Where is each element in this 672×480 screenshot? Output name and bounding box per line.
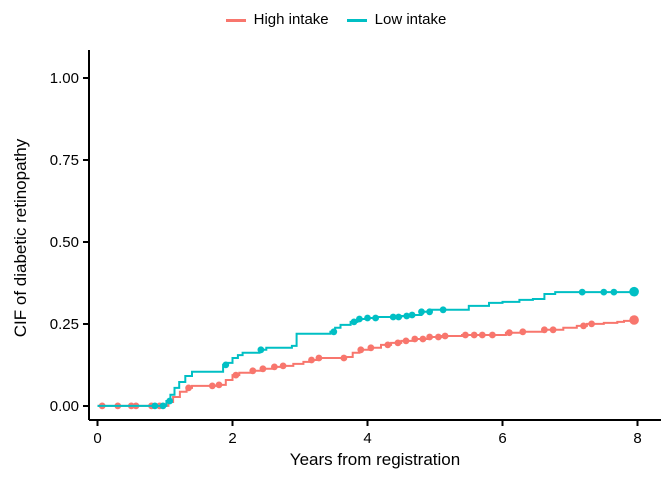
censor-mark-low-intake [418,308,425,316]
censor-mark-low-intake [151,402,159,410]
x-tick-label: 2 [228,430,236,447]
censor-mark-high-intake [367,344,375,352]
x-tick-label: 4 [363,430,371,447]
censor-mark-low-intake [578,288,586,296]
censor-mark-low-intake [408,311,416,319]
censor-mark-low-intake [600,288,608,296]
x-axis-title: Years from registration [289,450,461,469]
x-tick-label: 8 [633,430,641,447]
legend-key-line-high-intake [225,18,246,22]
censor-mark-low-intake [159,402,167,410]
censor-mark-low-intake [372,314,379,322]
censor-mark-high-intake [411,335,419,343]
censor-mark-low-intake [356,315,363,323]
censor-mark-high-intake [441,332,449,340]
legend-key-line-low-intake [346,18,367,22]
censor-mark-high-intake [279,362,287,370]
chart-legend: High intake Low intake [0,9,672,31]
censor-mark-low-intake [257,346,265,354]
censor-mark-low-intake [426,308,433,316]
censor-mark-high-intake [549,326,557,334]
end-marker-high-intake [629,315,639,325]
censor-mark-high-intake [215,381,223,389]
censor-mark-high-intake [435,333,442,341]
censor-mark-high-intake [470,331,478,339]
censor-mark-high-intake [489,331,496,339]
censor-mark-high-intake [478,331,486,339]
censor-mark-high-intake [419,335,427,343]
y-tick-label: 0.50 [50,234,79,251]
censor-mark-high-intake [402,337,410,345]
censor-mark-low-intake [166,397,174,405]
censor-mark-high-intake [315,354,323,362]
y-tick-label: 0.00 [50,398,79,415]
censor-mark-high-intake [232,371,240,379]
censor-mark-low-intake [222,361,230,369]
censor-mark-high-intake [271,363,278,371]
censor-mark-high-intake [357,346,365,354]
censor-mark-high-intake [505,329,513,337]
end-marker-low-intake [629,286,639,297]
censor-mark-high-intake [394,339,402,347]
legend-label-low-intake: Low intake [374,11,447,28]
censor-mark-high-intake [308,356,315,364]
x-tick-label: 6 [498,430,506,447]
x-tick-label: 0 [93,430,101,447]
censor-mark-high-intake [588,320,595,328]
censor-mark-low-intake [395,313,402,321]
legend-item-high-intake: High intake [225,9,329,31]
censor-mark-high-intake [384,341,392,349]
censor-mark-high-intake [208,382,216,390]
legend-label-high-intake: High intake [253,11,329,28]
censor-mark-high-intake [259,365,267,373]
censor-mark-high-intake [340,354,348,362]
censor-mark-high-intake [580,322,587,330]
censor-mark-high-intake [519,328,527,336]
censor-mark-high-intake [462,331,469,339]
censor-mark-low-intake [330,328,338,336]
censor-mark-high-intake [185,384,193,392]
censor-mark-high-intake [541,326,548,334]
censor-mark-low-intake [439,306,447,314]
censor-mark-low-intake [350,318,358,326]
censor-mark-low-intake [389,313,397,321]
y-tick-label: 0.25 [50,316,79,333]
censor-mark-low-intake [610,288,618,296]
y-tick-label: 0.75 [50,152,79,169]
censor-mark-high-intake [426,333,433,341]
censor-mark-low-intake [403,312,411,320]
censor-mark-high-intake [249,367,257,375]
y-tick-label: 1.00 [50,70,79,87]
legend-item-low-intake: Low intake [346,9,447,31]
censor-mark-low-intake [364,314,371,322]
